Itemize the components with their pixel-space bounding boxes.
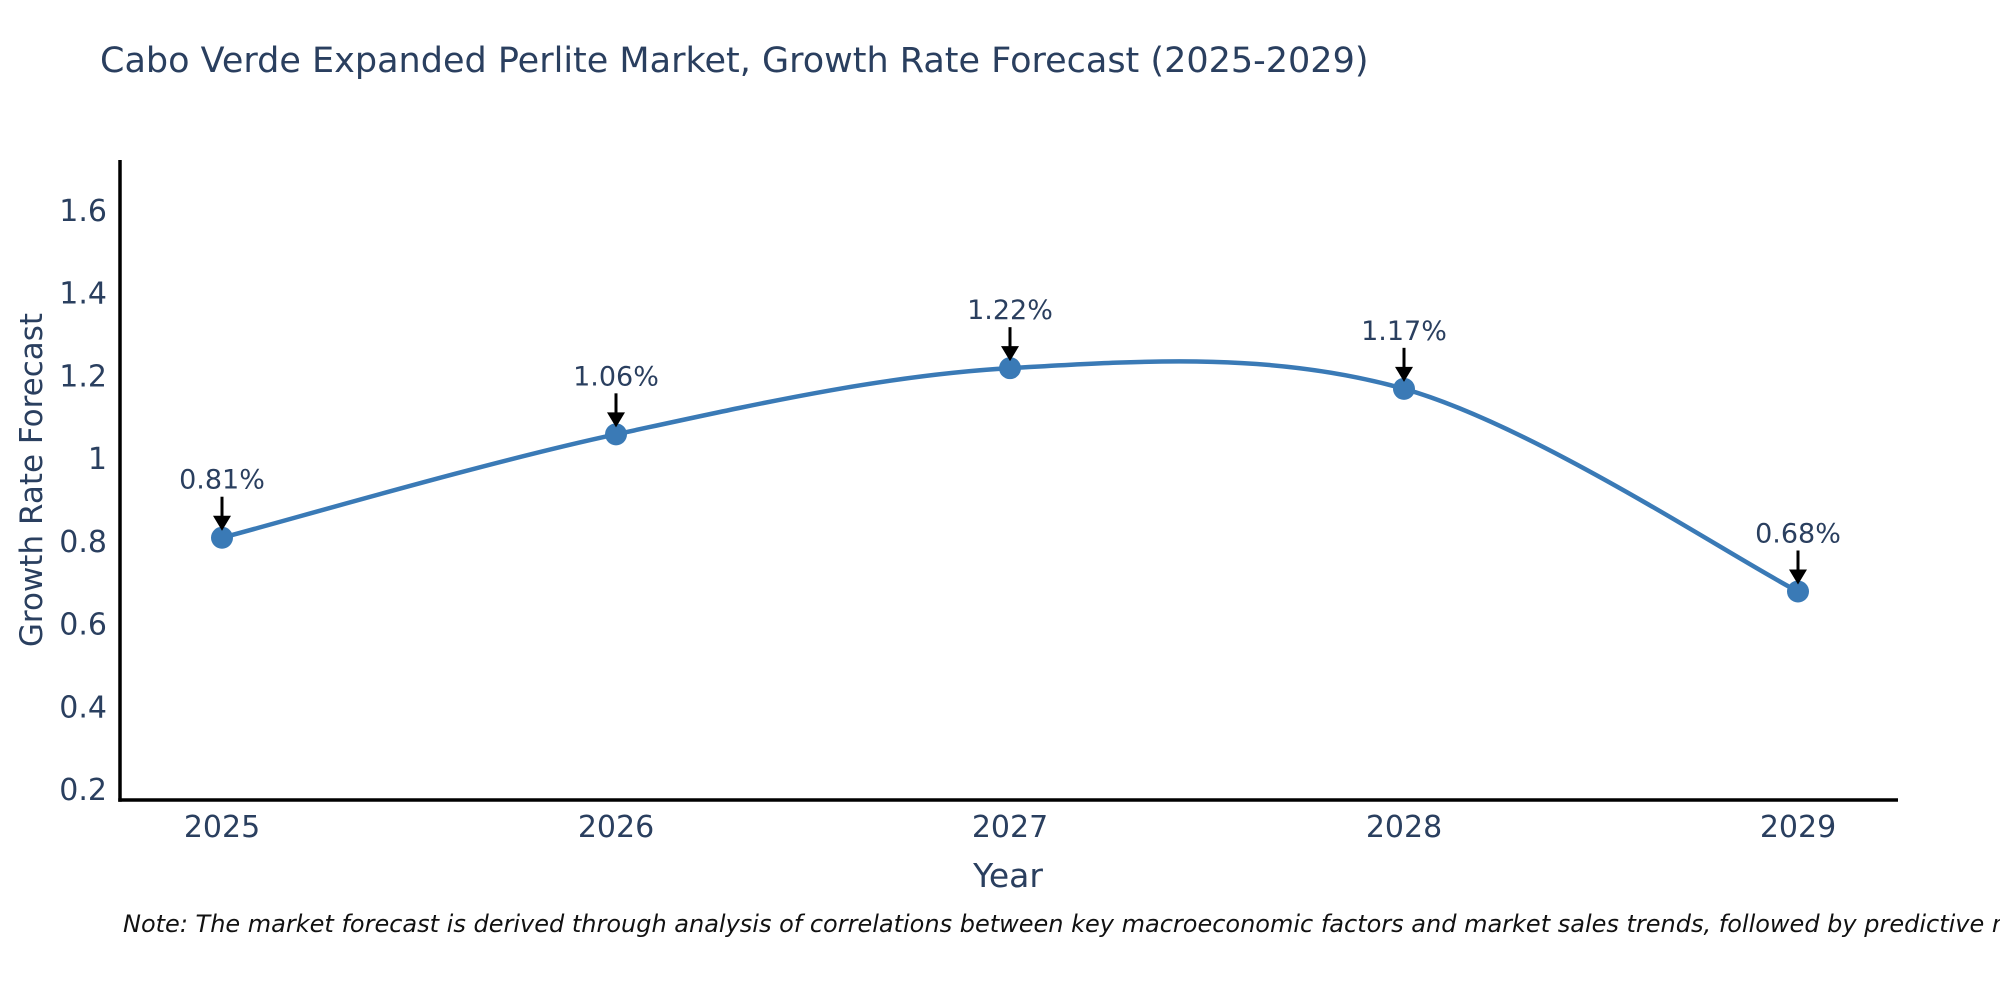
series-line: [219, 359, 1801, 594]
y-tick-label: 1: [88, 442, 107, 477]
x-tick-label: 2028: [1366, 810, 1442, 845]
annotation-arrow-head: [1001, 346, 1019, 362]
x-tick-label: 2027: [972, 810, 1048, 845]
annotation-arrow-head: [1789, 569, 1807, 585]
data-point-marker: [999, 357, 1021, 380]
annotation-label: 0.68%: [1755, 518, 1841, 549]
annotation-label: 0.81%: [179, 465, 265, 496]
annotation-label: 1.17%: [1361, 316, 1447, 347]
data-point-marker: [211, 526, 233, 549]
annotation-label: 1.06%: [573, 361, 659, 392]
x-tick-label: 2026: [578, 810, 654, 845]
y-tick-label: 1.2: [59, 359, 107, 394]
y-tick-label: 0.6: [59, 608, 107, 643]
y-tick-label: 0.2: [59, 773, 107, 808]
y-tick-label: 0.4: [59, 690, 107, 725]
x-tick-label: 2029: [1760, 810, 1836, 845]
annotation-label: 1.22%: [967, 295, 1053, 326]
y-tick-label: 0.8: [59, 525, 107, 560]
footnote: Note: The market forecast is derived thr…: [123, 910, 2000, 938]
annotation-arrow-head: [213, 515, 231, 531]
y-tick-label: 1.6: [59, 194, 107, 229]
chart-title: Cabo Verde Expanded Perlite Market, Grow…: [100, 41, 1369, 81]
data-point-marker: [1393, 377, 1415, 400]
y-tick-label: 1.4: [59, 277, 107, 312]
x-tick-label: 2025: [184, 810, 260, 845]
annotation-arrow-head: [607, 412, 625, 428]
annotation-arrow-head: [1395, 366, 1413, 382]
x-axis-title: Year: [973, 856, 1043, 895]
data-point-marker: [1787, 580, 1809, 603]
data-point-marker: [605, 423, 627, 446]
